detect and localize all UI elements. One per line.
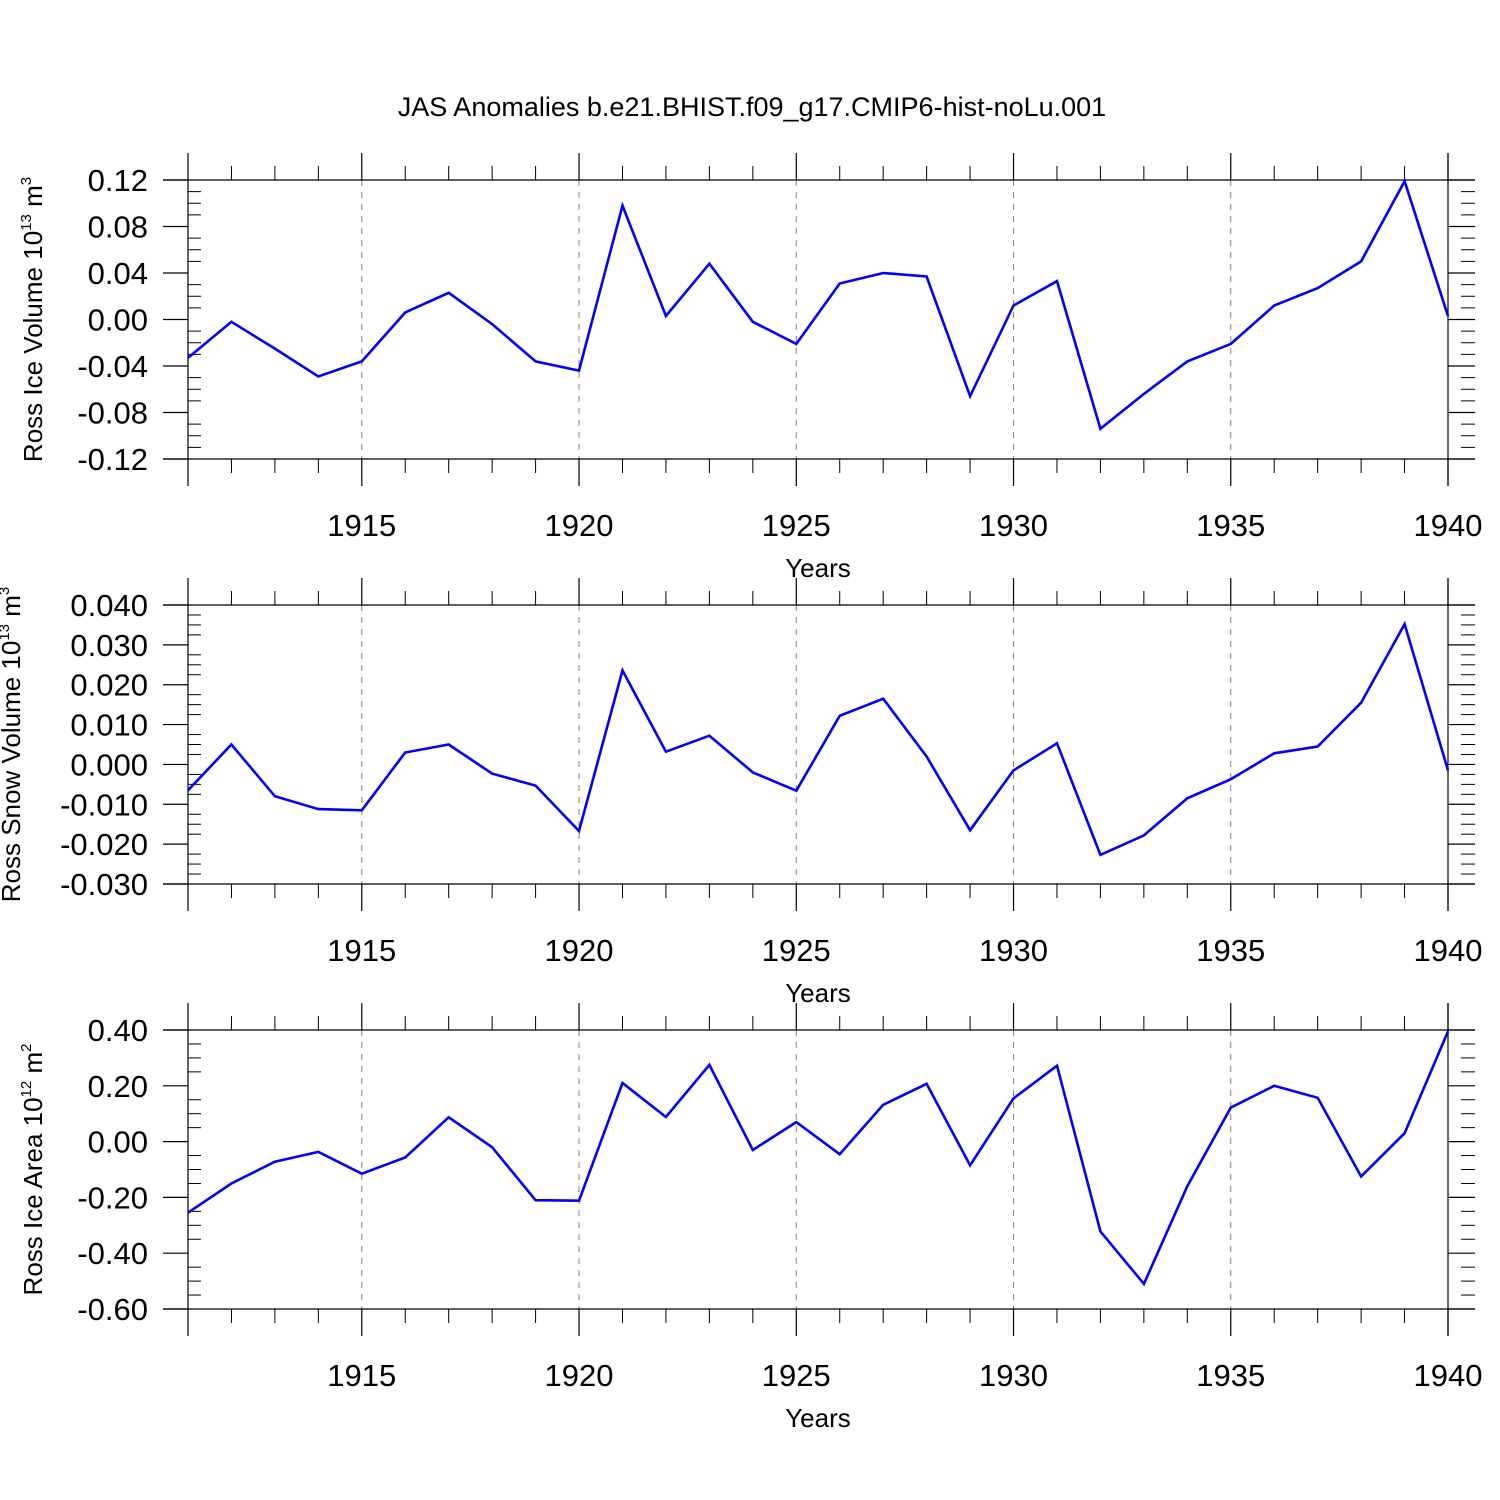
y-tick-label: -0.40 xyxy=(77,1236,148,1271)
x-tick-label: 1930 xyxy=(979,933,1048,968)
x-tick-label: 1930 xyxy=(979,1358,1048,1393)
x-axis-label: Years xyxy=(785,978,851,1008)
y-tick-label: 0.00 xyxy=(88,1125,148,1160)
y-axis-label: Ross Snow Volume 1013 m3 xyxy=(0,587,26,903)
x-tick-label: 1915 xyxy=(327,933,396,968)
y-tick-label: -0.12 xyxy=(77,442,148,477)
x-tick-label: 1935 xyxy=(1196,1358,1265,1393)
x-tick-label: 1935 xyxy=(1196,508,1265,543)
y-tick-label: 0.00 xyxy=(88,303,148,338)
x-tick-label: 1925 xyxy=(762,508,831,543)
y-tick-label: 0.040 xyxy=(70,588,148,623)
x-tick-label: 1925 xyxy=(762,933,831,968)
x-tick-label: 1940 xyxy=(1414,1358,1483,1393)
y-tick-label: 0.12 xyxy=(88,163,148,198)
y-tick-label: -0.010 xyxy=(60,787,148,822)
y-tick-label: 0.04 xyxy=(88,256,148,291)
x-tick-label: 1925 xyxy=(762,1358,831,1393)
panel-snow-volume: -0.030 -0.020 -0.010 0.000 0.010 0.020 0.030 0.… xyxy=(0,578,1482,1008)
y-tick-label: -0.20 xyxy=(77,1180,148,1215)
x-tick-label: 1920 xyxy=(545,508,614,543)
y-tick-label: -0.60 xyxy=(77,1292,148,1327)
series-line xyxy=(187,620,1450,857)
y-tick-label: 0.010 xyxy=(70,708,148,743)
y-axis-label: Ross Ice Volume 1013 m3 xyxy=(18,177,48,462)
x-tick-label: 1920 xyxy=(545,1358,614,1393)
y-tick-label: 0.20 xyxy=(88,1069,148,1104)
panel-ice-area: -0.60 -0.40 -0.20 0.00 0.20 0.40 1915 1920 1925 1… xyxy=(18,1003,1482,1433)
y-tick-label: -0.030 xyxy=(60,867,148,902)
x-axis-label: Years xyxy=(785,1403,851,1433)
x-tick-label: 1930 xyxy=(979,508,1048,543)
x-tick-label: 1915 xyxy=(327,1358,396,1393)
y-tick-label: 0.08 xyxy=(88,210,148,245)
y-tick-label: -0.04 xyxy=(77,349,148,384)
x-tick-label: 1920 xyxy=(545,933,614,968)
series-line xyxy=(187,1030,1450,1287)
y-axis-label: Ross Ice Area 1012 m2 xyxy=(18,1044,48,1296)
x-tick-label: 1940 xyxy=(1414,933,1483,968)
panel-ice-volume: -0.12 -0.08 -0.04 0.00 0.04 0.08 0.12 1915 1920 1… xyxy=(18,153,1482,583)
y-tick-label: 0.020 xyxy=(70,668,148,703)
y-tick-label: -0.08 xyxy=(77,396,148,431)
chart-title: JAS Anomalies b.e21.BHIST.f09_g17.CMIP6-… xyxy=(398,92,1106,122)
x-tick-label: 1915 xyxy=(327,508,396,543)
y-tick-label: 0.030 xyxy=(70,628,148,663)
series-line xyxy=(187,177,1450,432)
y-tick-label: 0.40 xyxy=(88,1013,148,1048)
x-tick-label: 1935 xyxy=(1196,933,1265,968)
x-tick-label: 1940 xyxy=(1414,508,1483,543)
y-tick-label: 0.000 xyxy=(70,747,148,782)
x-axis-label: Years xyxy=(785,553,851,583)
y-tick-label: -0.020 xyxy=(60,827,148,862)
